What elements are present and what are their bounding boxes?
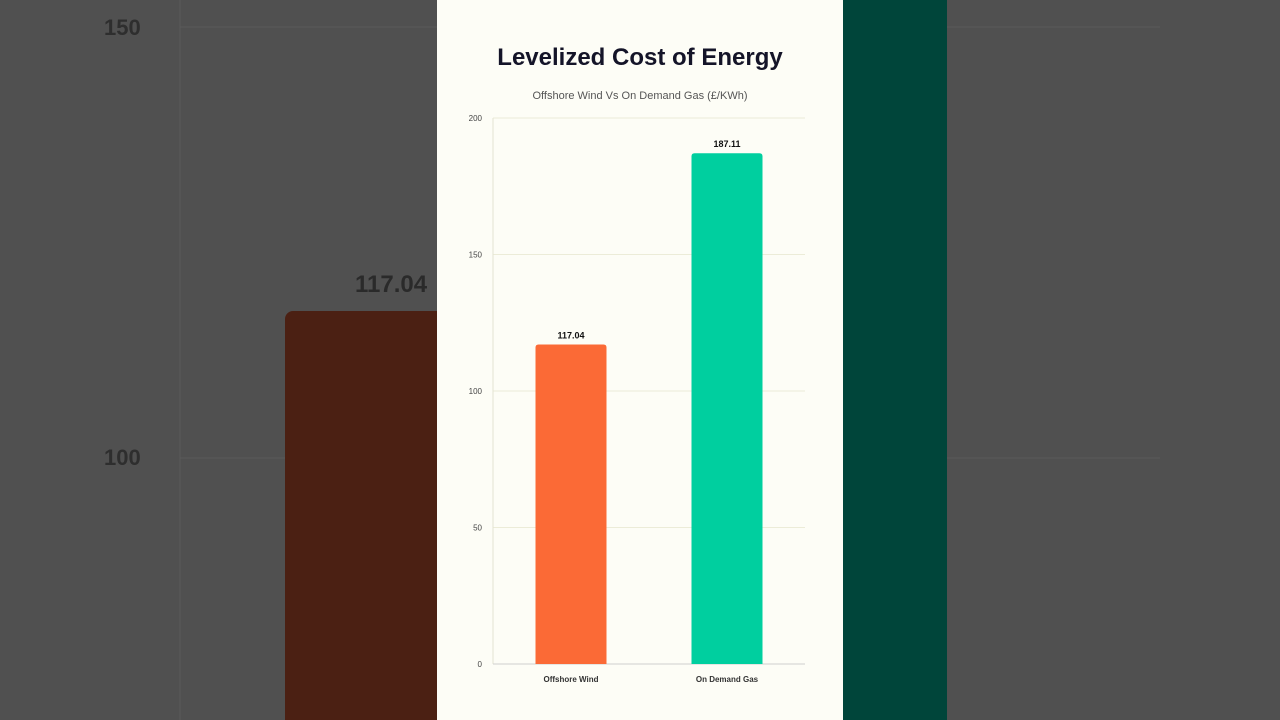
bar-chart: 0 50 100 150 200 117.04 Offshore Wind 187.11 On … bbox=[469, 114, 805, 684]
x-tick-label-on-demand-gas: On Demand Gas bbox=[696, 675, 759, 684]
bar-offshore-wind bbox=[535, 344, 607, 664]
bg-tick-100: 100 bbox=[104, 445, 141, 470]
bg-bar-offshore-wind bbox=[285, 311, 485, 720]
bar-on-demand-gas bbox=[691, 153, 763, 664]
chart-subtitle: Offshore Wind Vs On Demand Gas (£/KWh) bbox=[532, 90, 748, 102]
y-tick-label-100: 100 bbox=[469, 387, 483, 396]
y-tick-label-150: 150 bbox=[469, 251, 483, 260]
chart-card: Levelized Cost of Energy Offshore Wind V… bbox=[437, 0, 843, 720]
y-tick-label-200: 200 bbox=[469, 114, 483, 123]
bg-value-label: 117.04 bbox=[355, 271, 428, 298]
bg-tick-150: 150 bbox=[104, 15, 141, 40]
y-tick-label-50: 50 bbox=[473, 524, 482, 533]
value-label-offshore-wind: 117.04 bbox=[557, 330, 584, 340]
value-label-on-demand-gas: 187.11 bbox=[713, 139, 740, 149]
bg-bar-on-demand-gas bbox=[835, 0, 947, 720]
chart-title: Levelized Cost of Energy bbox=[497, 44, 783, 71]
x-tick-label-offshore-wind: Offshore Wind bbox=[543, 675, 598, 684]
y-tick-label-0: 0 bbox=[478, 660, 483, 669]
